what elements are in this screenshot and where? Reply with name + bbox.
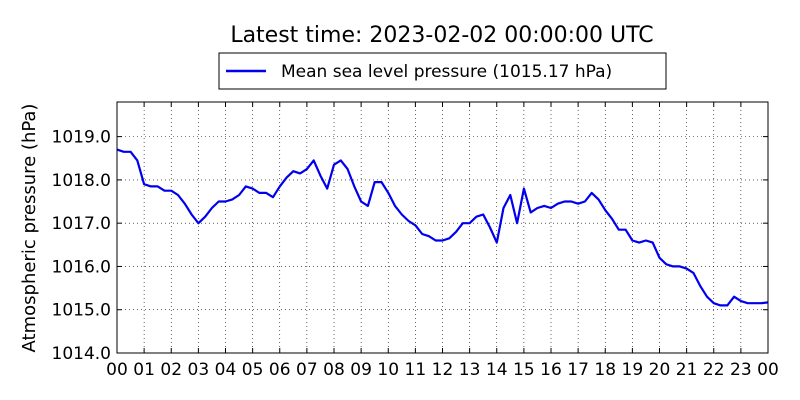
x-tick-label: 17 bbox=[567, 360, 589, 380]
y-tick-label: 1018.0 bbox=[52, 171, 111, 191]
x-tick-labels: 00 01 02 03 04 05 06 07 08 09 10 11 12 13 14 15 16 17 18 19… bbox=[106, 360, 779, 380]
x-tick-label: 00 bbox=[757, 360, 779, 380]
x-tick-label: 11 bbox=[405, 360, 427, 380]
y-tick-label: 1017.0 bbox=[52, 214, 111, 234]
y-tick-label: 1015.0 bbox=[52, 301, 111, 321]
x-tick-label: 03 bbox=[188, 360, 210, 380]
x-tick-label: 01 bbox=[133, 360, 155, 380]
x-tick-label: 10 bbox=[377, 360, 399, 380]
x-tick-label: 02 bbox=[160, 360, 182, 380]
legend-series-label: Mean sea level pressure (1015.17 hPa) bbox=[281, 62, 612, 82]
x-tick-label: 13 bbox=[459, 360, 481, 380]
plot-area-frame bbox=[116, 101, 769, 354]
x-tick-label: 06 bbox=[269, 360, 291, 380]
y-tick-labels: 1014.0 1015.0 1016.0 1017.0 1018.0 1019.0 bbox=[52, 128, 111, 364]
x-tick-label: 15 bbox=[513, 360, 535, 380]
x-tick-label: 08 bbox=[323, 360, 345, 380]
x-tick-label: 07 bbox=[296, 360, 318, 380]
x-tick-label: 00 bbox=[106, 360, 128, 380]
y-tick-label: 1014.0 bbox=[52, 344, 111, 364]
x-tick-label: 19 bbox=[622, 360, 644, 380]
x-tick-label: 05 bbox=[242, 360, 264, 380]
grid bbox=[117, 102, 768, 353]
x-tick-label: 09 bbox=[350, 360, 372, 380]
chart-title: Latest time: 2023-02-02 00:00:00 UTC bbox=[230, 23, 653, 48]
x-tick-label: 22 bbox=[703, 360, 725, 380]
x-tick-label: 18 bbox=[594, 360, 616, 380]
legend: Mean sea level pressure (1015.17 hPa) bbox=[218, 52, 667, 90]
y-tick-label: 1016.0 bbox=[52, 257, 111, 277]
x-tick-label: 20 bbox=[649, 360, 671, 380]
series-layer bbox=[116, 148, 769, 307]
legend-box bbox=[218, 52, 667, 90]
y-tick-label: 1019.0 bbox=[52, 128, 111, 148]
y-axis-label: Atmospheric pressure (hPa) bbox=[19, 104, 40, 353]
x-tick-label: 04 bbox=[215, 360, 237, 380]
x-tick-label: 14 bbox=[486, 360, 508, 380]
x-tick-label: 21 bbox=[676, 360, 698, 380]
series-line-0 bbox=[116, 148, 769, 307]
x-tick-label: 23 bbox=[730, 360, 752, 380]
x-tick-label: 12 bbox=[432, 360, 454, 380]
x-tick-label: 16 bbox=[540, 360, 562, 380]
